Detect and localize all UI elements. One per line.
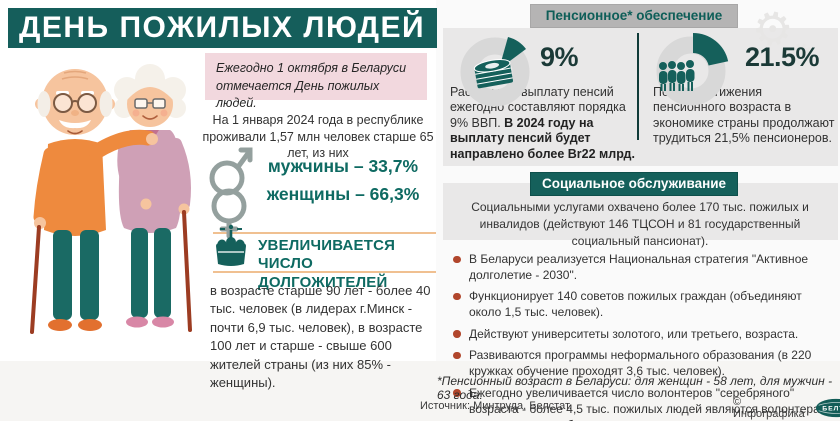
men-share: мужчины – 33,7%	[267, 156, 419, 176]
vertical-divider	[637, 33, 639, 140]
belta-globe-logo: БЕЛТА	[815, 398, 840, 418]
list-item-text: В Беларуси реализуется Национальная стра…	[469, 252, 809, 282]
longevity-text: в возрасте старше 90 лет - более 40 тыс.…	[210, 283, 431, 391]
list-item-text: Ежегодно увеличивается число волонтеров …	[469, 385, 835, 421]
initiatives-list: В Беларуси реализуется Национальная стра…	[452, 252, 836, 421]
population-text: На 1 января 2024 года в республике прожи…	[202, 113, 434, 160]
gender-symbols-icon	[209, 147, 253, 239]
pension-age-footnote: *Пенсионный возраст в Беларуси: для женщ…	[437, 374, 833, 402]
working-pensioners-donut-chart	[656, 33, 729, 106]
pension-gdp-value: 9%	[540, 42, 579, 72]
list-item-text: Действуют университеты золотого, или тре…	[469, 326, 799, 341]
list-item: В Беларуси реализуется Национальная стра…	[452, 252, 836, 284]
elderly-couple-illustration	[30, 64, 192, 334]
birthday-cake-icon	[216, 224, 246, 266]
gender-stats: мужчины – 33,7% женщины – 66,3%	[248, 152, 438, 208]
social-text: Социальными услугами охвачено более 170 …	[471, 200, 809, 249]
list-item: Функционирует 140 советов пожилых гражда…	[452, 289, 836, 321]
pension-gdp-text: Расходы на выплату пенсий ежегодно соста…	[450, 85, 637, 162]
donut-arc-21-5pct	[657, 33, 729, 105]
workers-group-icon	[659, 60, 695, 91]
list-item: Развиваются программы неформального обра…	[452, 348, 836, 380]
intro-note: Ежегодно 1 октября в Беларуси отмечается…	[205, 53, 427, 110]
social-header: Социальное обслуживание	[530, 172, 738, 196]
woman-cane	[182, 210, 192, 332]
working-pensioners-value: 21.5%	[745, 42, 820, 72]
women-share: женщины – 66,3%	[266, 184, 420, 204]
page-title: ДЕНЬ ПОЖИЛЫХ ЛЮДЕЙ	[8, 8, 437, 48]
woman-figure	[114, 64, 192, 332]
list-item: Действуют университеты золотого, или тре…	[452, 327, 836, 343]
list-item-text: Функционирует 140 советов пожилых гражда…	[469, 289, 802, 320]
divider-rule-top	[213, 232, 436, 234]
man-figure	[30, 69, 158, 334]
list-item: Ежегодно увеличивается число волонтеров …	[452, 386, 836, 421]
pension-header: Пенсионное* обеспечение	[530, 4, 738, 28]
list-item-text: Развиваются программы неформального обра…	[469, 348, 812, 379]
copyright-block: © Инфографика БЕЛТА	[733, 396, 840, 420]
man-cane	[30, 225, 41, 334]
bottom-strip	[0, 361, 840, 421]
pension-gdp-text-bold: В 2024 году на выплату пенсий будет напр…	[450, 115, 635, 161]
money-stack-icon	[473, 58, 513, 89]
longevity-heading: УВЕЛИЧИВАЕТСЯ ЧИСЛО ДОЛГОЖИТЕЛЕЙ	[258, 237, 396, 291]
source-note: Источник: Минтруда, Белстат.	[420, 400, 572, 412]
divider-rule-bottom	[213, 271, 436, 273]
pension-gdp-donut-chart	[460, 37, 530, 107]
svg-text:БЕЛТА: БЕЛТА	[822, 406, 840, 413]
copyright-text: © Инфографика	[733, 396, 805, 420]
